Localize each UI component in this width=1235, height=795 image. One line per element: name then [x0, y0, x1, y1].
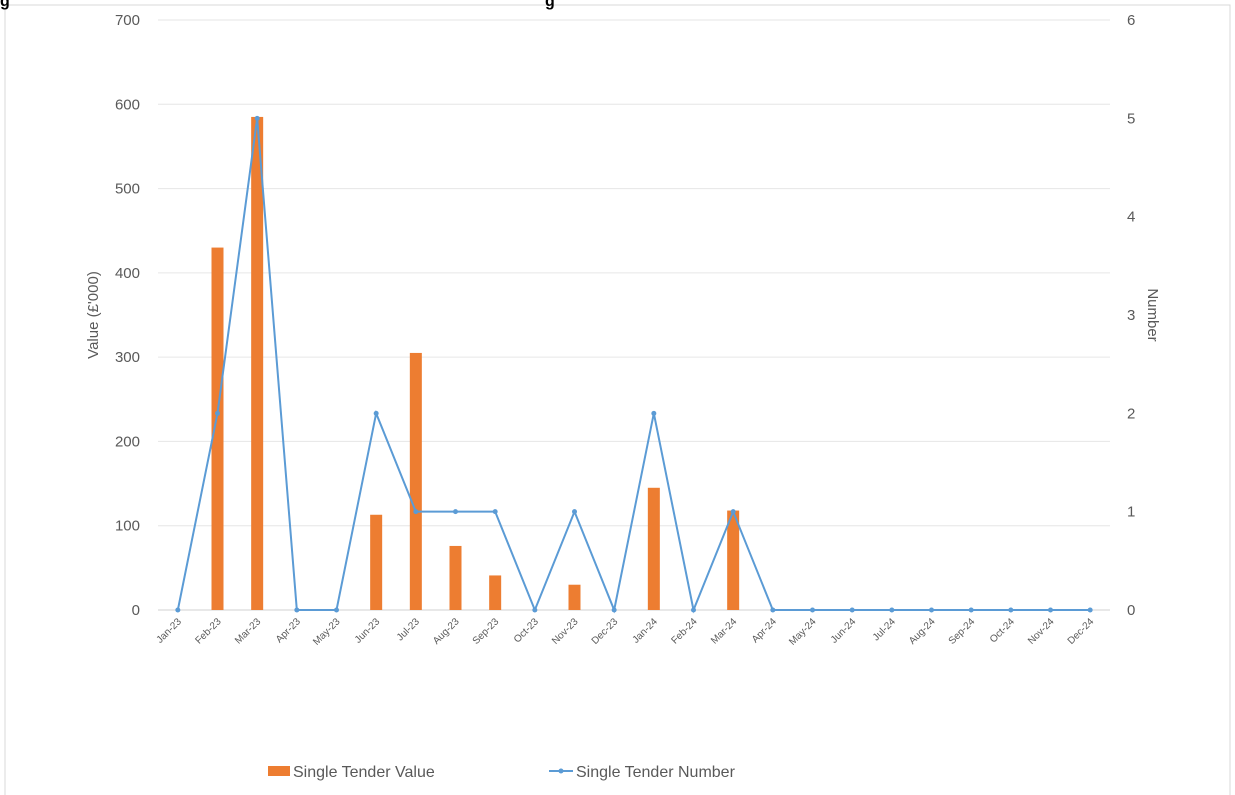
bar	[409, 352, 422, 610]
right-axis-ticks: 0 1 2 3 4 5 6	[1127, 12, 1135, 619]
y-tick-label: 400	[115, 265, 140, 282]
line-point	[849, 607, 855, 613]
line-point	[453, 509, 458, 515]
line-point	[373, 410, 379, 416]
line-point	[1008, 607, 1014, 613]
line-point	[1087, 607, 1093, 613]
title-fragment-right: g	[545, 0, 555, 10]
legend-label-value: Single Tender Value	[293, 764, 435, 781]
line-point	[651, 410, 657, 416]
gridlines	[158, 19, 1110, 611]
y-tick-label: 200	[115, 433, 140, 450]
y-tick-label: 100	[115, 518, 140, 535]
line-point	[810, 607, 815, 613]
legend-swatch-value	[268, 766, 290, 776]
y2-tick-label: 3	[1127, 307, 1135, 324]
y2-tick-label: 5	[1127, 110, 1135, 127]
bar-series	[211, 116, 740, 611]
y-tick-label: 300	[115, 349, 140, 366]
chart-frame	[4, 4, 1231, 795]
bar	[449, 545, 462, 610]
y2-tick-label: 2	[1127, 405, 1135, 422]
line-point	[334, 607, 339, 613]
y2-axis-title: Number	[1144, 288, 1161, 341]
line-point	[1048, 607, 1053, 613]
line-series	[175, 115, 1093, 614]
bar	[568, 584, 581, 610]
y2-tick-label: 1	[1127, 504, 1135, 521]
line-point	[730, 509, 736, 515]
line-point	[294, 607, 300, 613]
bar	[489, 575, 502, 610]
left-axis-ticks: 0 100 200 300 400 500 600 700	[115, 12, 140, 619]
line-point	[532, 607, 538, 613]
line-point	[572, 509, 577, 515]
bar	[251, 116, 264, 610]
title-fragment-left: g	[0, 0, 10, 10]
line-point	[889, 607, 895, 613]
bar	[647, 487, 660, 610]
legend-label-number: Single Tender Number	[576, 764, 736, 781]
line-point	[691, 607, 696, 613]
y-axis-title: Value (£'000)	[85, 271, 102, 359]
line-point	[254, 115, 260, 121]
line-point	[492, 509, 498, 515]
y2-tick-label: 4	[1127, 209, 1135, 226]
legend-marker-number	[558, 768, 564, 774]
y-tick-label: 600	[115, 96, 140, 113]
line-point	[929, 607, 934, 613]
line-point	[770, 607, 776, 613]
series-line	[176, 118, 1091, 614]
bar	[211, 247, 224, 611]
y2-tick-label: 6	[1127, 12, 1135, 29]
y2-tick-label: 0	[1127, 602, 1135, 619]
line-point	[611, 607, 617, 613]
line-point	[215, 410, 220, 416]
y-tick-label: 0	[132, 602, 140, 619]
y-tick-label: 700	[115, 12, 140, 29]
line-point	[413, 509, 419, 515]
line-point	[968, 607, 974, 613]
bar	[727, 510, 740, 610]
legend: Single Tender Value Single Tender Number	[268, 764, 736, 781]
bar	[370, 514, 383, 610]
y-tick-label: 500	[115, 181, 140, 198]
line-point	[175, 607, 181, 613]
